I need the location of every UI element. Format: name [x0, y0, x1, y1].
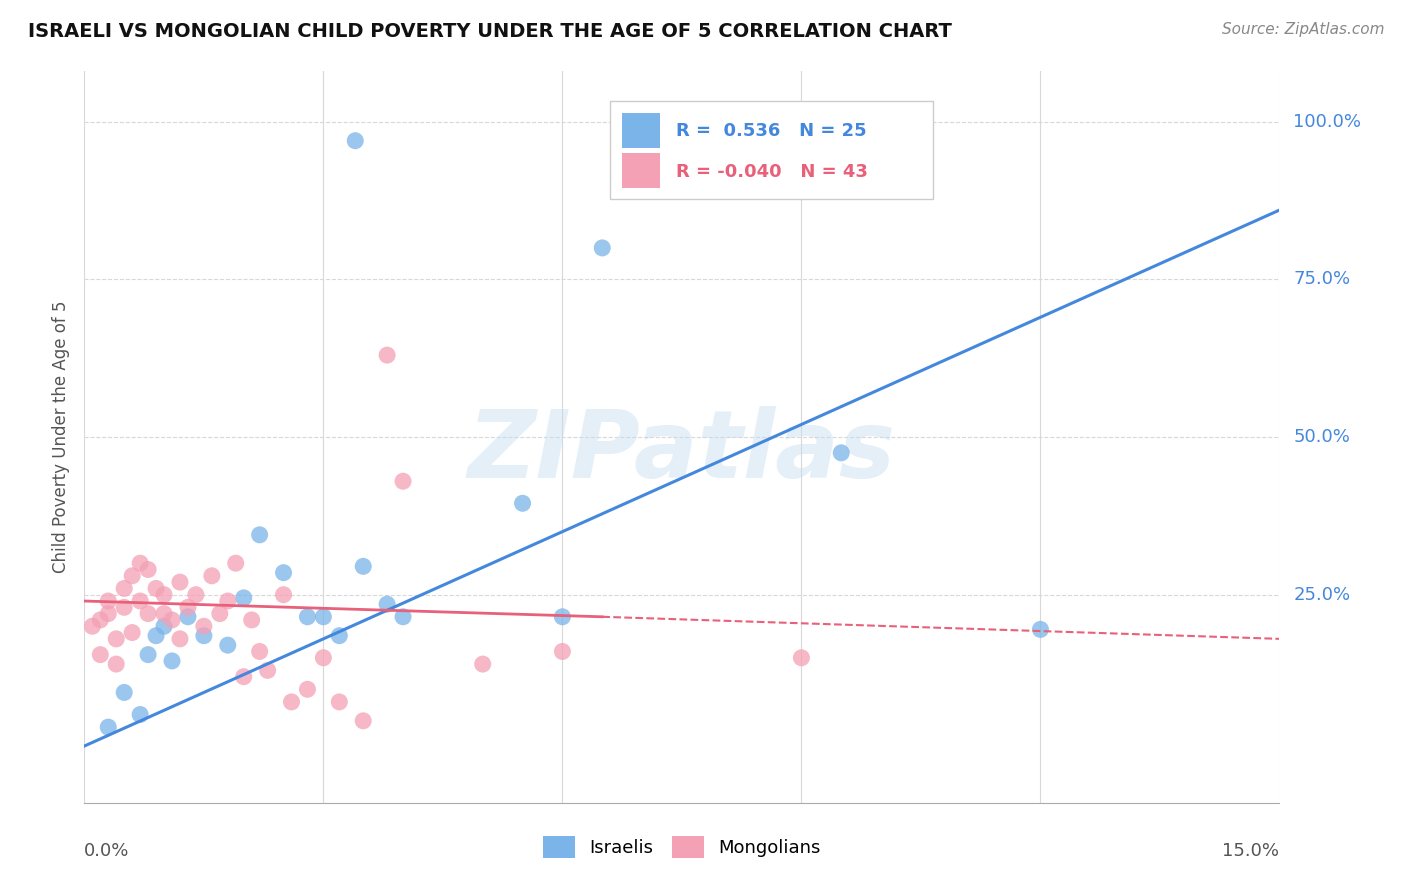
- Point: [232, 670, 254, 684]
- Point: [352, 714, 374, 728]
- Point: [136, 562, 159, 576]
- Point: [97, 607, 120, 621]
- Point: [153, 619, 176, 633]
- Point: [217, 594, 239, 608]
- Text: 15.0%: 15.0%: [1222, 842, 1279, 860]
- Point: [375, 597, 398, 611]
- Point: [169, 575, 191, 590]
- Point: [830, 446, 852, 460]
- Point: [193, 629, 215, 643]
- Text: 100.0%: 100.0%: [1294, 112, 1361, 131]
- Point: [352, 559, 374, 574]
- Bar: [623, 153, 661, 188]
- Point: [97, 720, 120, 734]
- Point: [392, 474, 415, 488]
- Point: [256, 664, 278, 678]
- Point: [551, 644, 574, 658]
- Point: [591, 241, 613, 255]
- Point: [169, 632, 191, 646]
- Point: [112, 600, 135, 615]
- Y-axis label: Child Poverty Under the Age of 5: Child Poverty Under the Age of 5: [52, 301, 70, 574]
- Point: [184, 588, 207, 602]
- Point: [240, 613, 263, 627]
- Point: [160, 613, 183, 627]
- Point: [312, 609, 335, 624]
- Point: [112, 582, 135, 596]
- Text: ISRAELI VS MONGOLIAN CHILD POVERTY UNDER THE AGE OF 5 CORRELATION CHART: ISRAELI VS MONGOLIAN CHILD POVERTY UNDER…: [28, 22, 952, 41]
- Text: R = -0.040   N = 43: R = -0.040 N = 43: [676, 162, 868, 180]
- Point: [177, 600, 200, 615]
- Point: [375, 348, 398, 362]
- Point: [512, 496, 534, 510]
- FancyBboxPatch shape: [610, 101, 934, 200]
- Point: [105, 632, 128, 646]
- Point: [249, 528, 271, 542]
- Point: [297, 609, 319, 624]
- Point: [82, 619, 104, 633]
- Point: [312, 650, 335, 665]
- Point: [790, 650, 813, 665]
- Point: [97, 594, 120, 608]
- Text: 0.0%: 0.0%: [84, 842, 129, 860]
- Point: [121, 569, 143, 583]
- Point: [471, 657, 494, 671]
- Text: R =  0.536   N = 25: R = 0.536 N = 25: [676, 122, 866, 140]
- Point: [105, 657, 128, 671]
- Point: [160, 654, 183, 668]
- Text: ZIPatlas: ZIPatlas: [468, 406, 896, 498]
- Text: 25.0%: 25.0%: [1294, 586, 1351, 604]
- Point: [273, 588, 295, 602]
- Point: [328, 695, 350, 709]
- Point: [89, 648, 111, 662]
- Point: [1029, 623, 1052, 637]
- Point: [153, 588, 176, 602]
- Point: [153, 607, 176, 621]
- Point: [136, 607, 159, 621]
- Point: [297, 682, 319, 697]
- Point: [129, 594, 152, 608]
- Point: [145, 582, 167, 596]
- Point: [136, 648, 159, 662]
- Point: [201, 569, 224, 583]
- Point: [273, 566, 295, 580]
- Point: [193, 619, 215, 633]
- Point: [551, 609, 574, 624]
- Point: [392, 609, 415, 624]
- Point: [208, 607, 231, 621]
- Bar: [623, 113, 661, 148]
- Point: [145, 629, 167, 643]
- Point: [121, 625, 143, 640]
- Point: [89, 613, 111, 627]
- Point: [328, 629, 350, 643]
- Point: [129, 556, 152, 570]
- Point: [112, 685, 135, 699]
- Point: [217, 638, 239, 652]
- Text: 50.0%: 50.0%: [1294, 428, 1350, 446]
- Point: [129, 707, 152, 722]
- Point: [225, 556, 247, 570]
- Text: Source: ZipAtlas.com: Source: ZipAtlas.com: [1222, 22, 1385, 37]
- Point: [280, 695, 302, 709]
- Text: 75.0%: 75.0%: [1294, 270, 1351, 288]
- Point: [249, 644, 271, 658]
- Legend: Israelis, Mongolians: Israelis, Mongolians: [534, 827, 830, 867]
- Point: [344, 134, 367, 148]
- Point: [177, 609, 200, 624]
- Point: [232, 591, 254, 605]
